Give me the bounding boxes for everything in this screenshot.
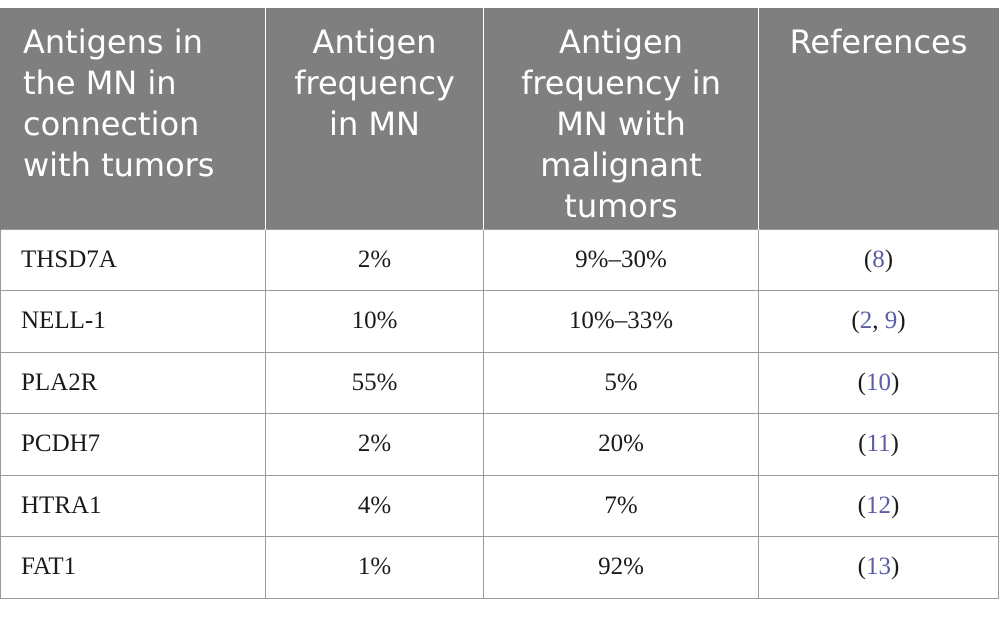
header-line: in MN	[329, 105, 420, 143]
paren-open: (	[857, 368, 866, 396]
paren-open: (	[857, 491, 866, 519]
references-cell: (12)	[758, 474, 999, 537]
frequency-mn-cell: 4%	[265, 474, 484, 537]
frequency-mn-cell: 10%	[265, 290, 484, 353]
paren-open: (	[857, 553, 866, 581]
table-header: Antigens in the MN in connection with tumor…	[0, 8, 999, 229]
frequency-mn-cell: 55%	[265, 351, 484, 414]
reference-link[interactable]: 9	[884, 307, 898, 335]
frequency-tumor-cell: 10%–33%	[483, 290, 759, 353]
antigen-cell: PLA2R	[0, 351, 266, 414]
table-row: FAT1 1% 92% (13)	[0, 536, 999, 599]
header-line: tumors	[564, 187, 678, 225]
header-line: malignant	[540, 146, 702, 184]
reference-link[interactable]: 2	[859, 307, 873, 335]
paren-open: (	[863, 245, 873, 273]
paren-close: )	[891, 491, 900, 519]
references-cell: (11)	[758, 413, 999, 476]
table-row: HTRA1 4% 7% (12)	[0, 474, 999, 537]
reference-link[interactable]: 12	[866, 491, 891, 519]
table-row: PLA2R 55% 5% (10)	[0, 351, 999, 414]
reference-separator: ,	[872, 307, 885, 335]
reference-link[interactable]: 10	[866, 368, 891, 396]
header-line: frequency in	[521, 64, 721, 102]
paren-close: )	[897, 307, 906, 335]
header-row: Antigens in the MN in connection with tumor…	[0, 8, 999, 229]
reference-link[interactable]: 13	[866, 553, 891, 581]
frequency-tumor-cell: 9%–30%	[483, 228, 759, 291]
paren-open: (	[851, 307, 860, 335]
table-row: NELL-1 10% 10%–33% (2, 9)	[0, 290, 999, 353]
header-antigen-frequency: Antigen frequency in MN	[265, 8, 484, 229]
references-cell: (10)	[758, 351, 999, 414]
header-antigen-frequency-malignant: Antigen frequency in MN with malignant tumor…	[483, 8, 759, 229]
antigen-cell: PCDH7	[0, 413, 266, 476]
antigen-cell: HTRA1	[0, 474, 266, 537]
frequency-tumor-cell: 5%	[483, 351, 759, 414]
header-line: References	[789, 23, 968, 61]
header-line: connection	[23, 105, 200, 143]
header-line: the MN in	[23, 64, 177, 102]
frequency-mn-cell: 2%	[265, 228, 484, 291]
header-line: with tumors	[23, 146, 215, 184]
paren-close: )	[890, 430, 899, 458]
reference-link[interactable]: 8	[872, 245, 885, 273]
antigen-cell: THSD7A	[0, 228, 266, 291]
paren-open: (	[858, 430, 867, 458]
header-line: MN with	[556, 105, 686, 143]
antigen-cell: FAT1	[0, 536, 266, 599]
header-line: frequency	[294, 64, 455, 102]
references-cell: (8)	[758, 228, 999, 291]
table-row: THSD7A 2% 9%–30% (8)	[0, 228, 999, 291]
frequency-tumor-cell: 7%	[483, 474, 759, 537]
references-cell: (13)	[758, 536, 999, 599]
paren-close: )	[891, 368, 900, 396]
references-cell: (2, 9)	[758, 290, 999, 353]
antigen-cell: NELL-1	[0, 290, 266, 353]
frequency-mn-cell: 1%	[265, 536, 484, 599]
antigen-table-container: Antigens in the MN in connection with tumor…	[0, 8, 999, 599]
header-line: Antigens in	[23, 23, 203, 61]
antigen-table: Antigens in the MN in connection with tumor…	[0, 8, 999, 599]
frequency-mn-cell: 2%	[265, 413, 484, 476]
header-line: Antigen	[559, 23, 683, 61]
paren-close: )	[884, 245, 894, 273]
header-references: References	[758, 8, 999, 229]
paren-close: )	[891, 553, 900, 581]
table-body: THSD7A 2% 9%–30% (8) NELL-1 10% 10%–33% …	[0, 228, 999, 599]
frequency-tumor-cell: 92%	[483, 536, 759, 599]
header-line: Antigen	[312, 23, 437, 61]
table-row: PCDH7 2% 20% (11)	[0, 413, 999, 476]
reference-link[interactable]: 11	[866, 430, 891, 458]
header-antigens: Antigens in the MN in connection with tumor…	[0, 8, 266, 229]
frequency-tumor-cell: 20%	[483, 413, 759, 476]
